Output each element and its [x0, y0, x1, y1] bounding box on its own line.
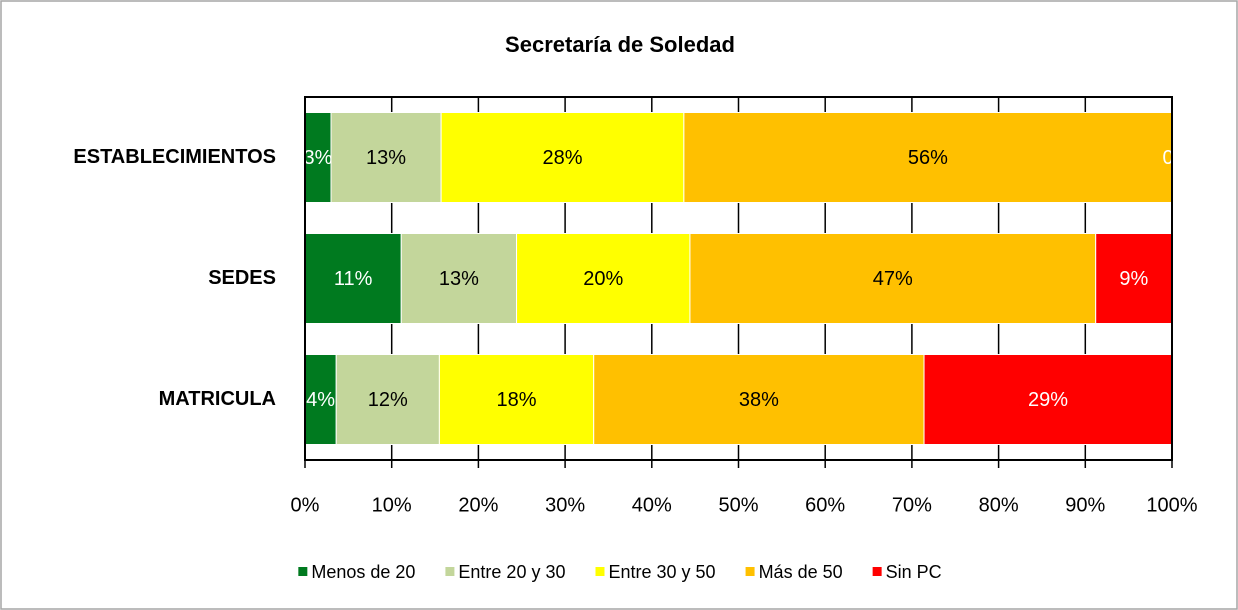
bar-segment: [335, 354, 440, 445]
x-tick-label: 70%: [892, 494, 932, 516]
legend-label: Entre 20 y 30: [458, 562, 565, 582]
legend-swatch: [745, 567, 755, 576]
data-label: 18%: [497, 389, 537, 411]
bar-segment: [438, 354, 595, 445]
data-label: 38%: [739, 389, 779, 411]
plot-area: [304, 96, 1173, 461]
x-tick-label: 100%: [1146, 494, 1197, 516]
data-label: 47%: [873, 268, 913, 290]
data-label: 29%: [1028, 389, 1068, 411]
data-label: 9%: [1119, 268, 1148, 290]
x-tick-label: 10%: [372, 494, 412, 516]
bar-segment: [516, 233, 691, 324]
legend-swatch: [872, 567, 882, 576]
bar-segment: [689, 233, 1097, 324]
bar-segment: [1095, 233, 1173, 324]
category-label: ESTABLECIMIENTOS: [73, 146, 276, 168]
x-tick-label: 50%: [718, 494, 758, 516]
legend-swatch: [445, 567, 455, 576]
x-tick-label: 20%: [458, 494, 498, 516]
legend-swatch: [595, 567, 605, 576]
bar-segment: [593, 354, 925, 445]
data-label: 56%: [908, 147, 948, 169]
data-label: 13%: [366, 147, 406, 169]
data-label: 11%: [334, 268, 373, 290]
chart-title: Secretaría de Soledad: [505, 32, 735, 57]
category-label: MATRICULA: [159, 388, 276, 410]
bar-segment: [330, 112, 442, 203]
data-label: 4%: [306, 389, 335, 411]
category-label: SEDES: [208, 267, 276, 289]
bar-segment: [400, 233, 518, 324]
bar-segment: [304, 112, 332, 203]
legend-label: Más de 50: [759, 562, 843, 582]
legend-label: Entre 30 y 50: [608, 562, 715, 582]
legend-swatch: [298, 567, 308, 576]
x-tick-label: 90%: [1065, 494, 1105, 516]
bar-segment: [683, 112, 1173, 203]
x-tick-label: 60%: [805, 494, 845, 516]
bar-segment: [923, 354, 1173, 445]
data-label: 12%: [368, 389, 408, 411]
x-tick-label: 0%: [291, 494, 320, 516]
data-label: 0: [1162, 147, 1173, 169]
data-label: 28%: [542, 147, 582, 169]
legend-label: Sin PC: [886, 562, 942, 582]
x-tick-label: 40%: [632, 494, 672, 516]
data-label: 13%: [439, 268, 479, 290]
x-tick-label: 80%: [979, 494, 1019, 516]
data-label: 3%: [304, 147, 333, 169]
legend-label: Menos de 20: [311, 562, 415, 582]
x-tick-label: 30%: [545, 494, 585, 516]
bar-segment: [440, 112, 685, 203]
data-label: 20%: [583, 268, 623, 290]
